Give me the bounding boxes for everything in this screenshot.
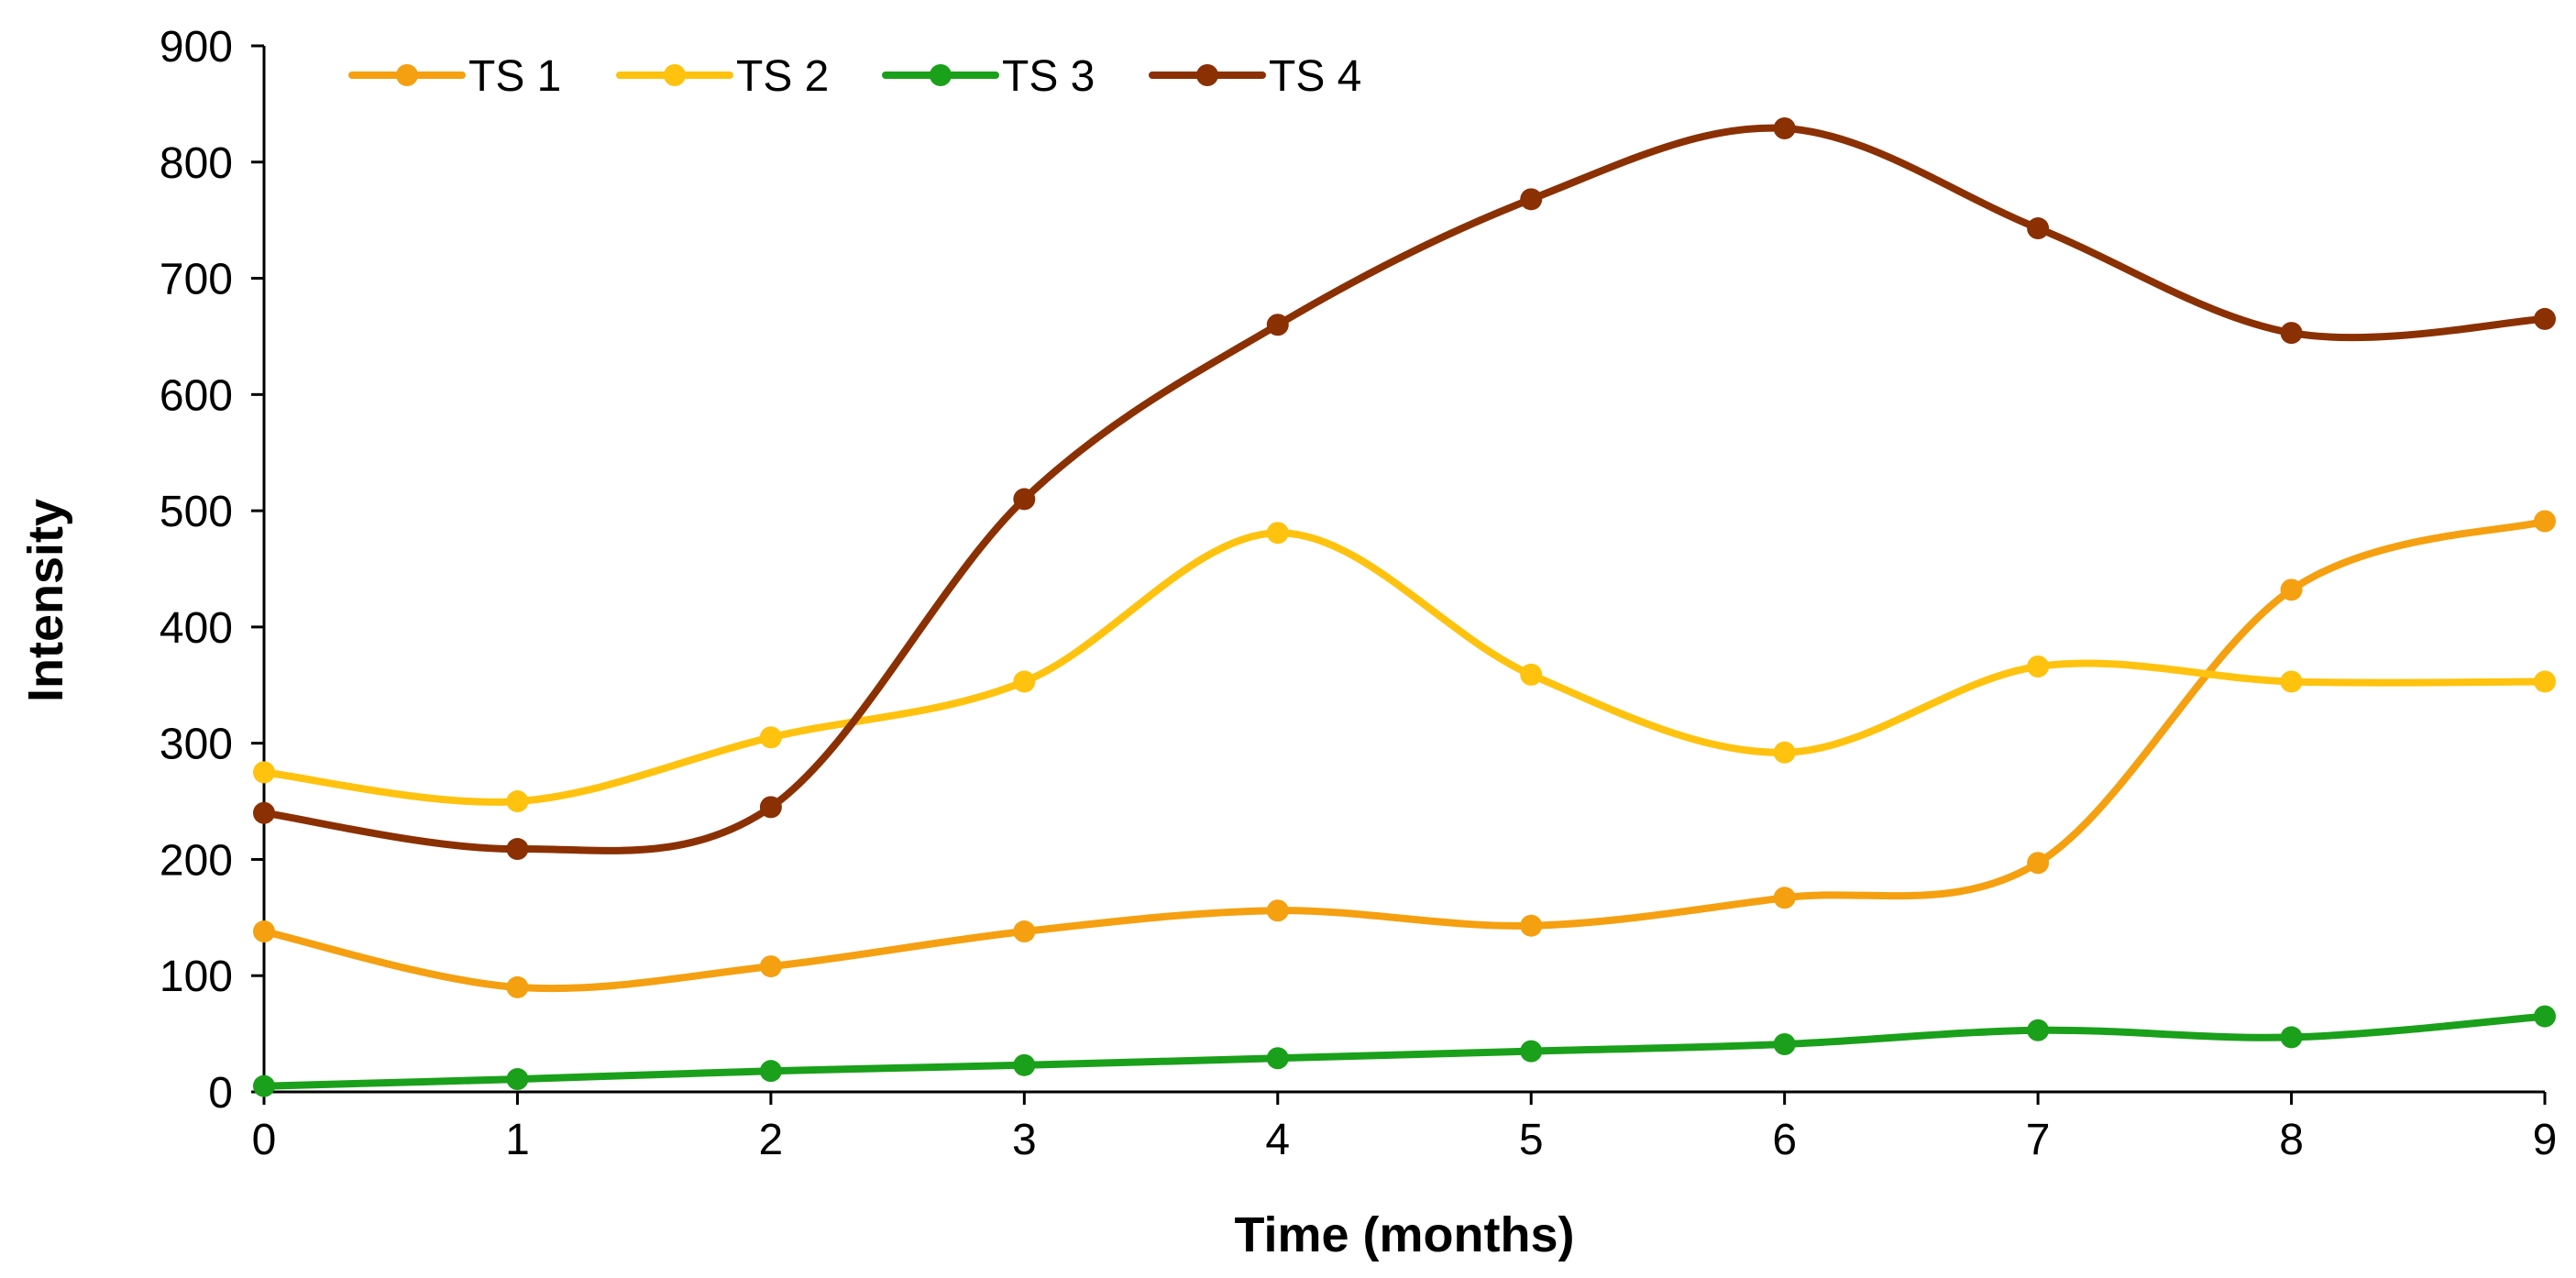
data-point-ts-4 <box>253 801 275 824</box>
data-point-ts-1 <box>1266 899 1289 922</box>
x-tick-label: 7 <box>2026 1116 2051 1164</box>
data-point-ts-3 <box>1520 1040 1543 1063</box>
y-tick-label: 100 <box>160 953 233 1001</box>
data-point-ts-2 <box>759 726 782 749</box>
x-tick-label: 5 <box>1519 1116 1544 1164</box>
data-point-ts-3 <box>506 1068 529 1091</box>
y-axis-title: Intensity <box>18 499 73 702</box>
data-point-ts-4 <box>2027 217 2050 240</box>
data-point-ts-2 <box>506 790 529 813</box>
x-axis-title: Time (months) <box>1234 1207 1574 1262</box>
data-point-ts-3 <box>2280 1026 2303 1049</box>
series-ts-4 <box>253 117 2556 861</box>
y-tick-label: 200 <box>160 836 233 885</box>
data-point-ts-2 <box>1773 741 1796 764</box>
legend-label: TS 2 <box>736 52 829 101</box>
data-point-ts-4 <box>1773 117 1796 140</box>
x-tick-label: 8 <box>2279 1116 2304 1164</box>
series-ts-1 <box>253 510 2556 998</box>
data-point-ts-1 <box>2280 578 2303 601</box>
y-tick-label: 900 <box>160 23 233 72</box>
data-point-ts-1 <box>2027 852 2050 875</box>
x-tick-label: 0 <box>252 1116 277 1164</box>
series-line-ts-3 <box>260 1012 2548 1090</box>
data-point-ts-3 <box>2027 1019 2050 1041</box>
legend: TS 1 TS 2 TS 3 TS 4 <box>348 52 1361 101</box>
x-tick-label: 3 <box>1012 1116 1037 1164</box>
legend-item-ts-2: TS 2 <box>616 52 829 101</box>
data-point-ts-3 <box>253 1074 275 1097</box>
data-point-ts-2 <box>2280 670 2303 693</box>
legend-swatch-marker <box>1196 64 1218 86</box>
data-point-ts-3 <box>1266 1047 1289 1070</box>
data-point-ts-4 <box>1520 188 1543 211</box>
data-point-ts-3 <box>759 1060 782 1083</box>
x-tick-label: 9 <box>2533 1116 2558 1164</box>
data-point-ts-4 <box>2280 322 2303 345</box>
y-tick-label: 600 <box>160 371 233 420</box>
x-tick-label: 2 <box>759 1116 784 1164</box>
y-tick-label: 300 <box>160 721 233 769</box>
data-point-ts-2 <box>1266 522 1289 545</box>
series-line-ts-2 <box>260 529 2548 806</box>
series-line-ts-1 <box>260 517 2548 993</box>
legend-label: TS 1 <box>468 52 561 101</box>
data-point-ts-1 <box>253 920 275 943</box>
data-point-ts-1 <box>1773 887 1796 909</box>
data-point-ts-2 <box>1520 663 1543 686</box>
data-point-ts-2 <box>2534 670 2556 693</box>
y-tick-label: 700 <box>160 256 233 304</box>
x-tick-label: 1 <box>505 1116 530 1164</box>
series-line-ts-4 <box>260 124 2548 854</box>
data-point-ts-2 <box>253 761 275 784</box>
axes <box>262 46 2545 1094</box>
series-ts-2 <box>253 522 2556 813</box>
data-point-ts-4 <box>759 796 782 819</box>
y-tick-label: 0 <box>208 1069 233 1118</box>
y-tick-label: 500 <box>160 488 233 536</box>
data-point-ts-3 <box>1773 1033 1796 1056</box>
data-point-ts-1 <box>506 975 529 998</box>
data-point-ts-2 <box>2027 655 2050 678</box>
x-tick-label: 6 <box>1772 1116 1797 1164</box>
legend-label: TS 4 <box>1269 52 1361 101</box>
legend-item-ts-4: TS 4 <box>1149 52 1361 101</box>
legend-item-ts-1: TS 1 <box>348 52 561 101</box>
data-point-ts-1 <box>759 955 782 978</box>
legend-swatch-marker <box>396 64 418 86</box>
data-point-ts-1 <box>1520 914 1543 937</box>
y-tick-label: 400 <box>160 604 233 653</box>
data-point-ts-3 <box>1013 1053 1036 1076</box>
x-tick-label: 4 <box>1265 1116 1290 1164</box>
data-point-ts-4 <box>1266 314 1289 336</box>
data-point-ts-3 <box>2534 1005 2556 1028</box>
series-ts-3 <box>253 1005 2556 1097</box>
y-tick-label: 800 <box>160 139 233 188</box>
data-point-ts-1 <box>1013 920 1036 943</box>
data-point-ts-4 <box>2534 307 2556 330</box>
legend-item-ts-3: TS 3 <box>882 52 1095 101</box>
data-point-ts-4 <box>506 838 529 861</box>
data-point-ts-4 <box>1013 488 1036 511</box>
data-point-ts-2 <box>1013 670 1036 693</box>
data-point-ts-1 <box>2534 510 2556 533</box>
legend-swatch-marker <box>664 64 686 86</box>
legend-swatch-marker <box>930 64 952 86</box>
legend-label: TS 3 <box>1002 52 1095 101</box>
series <box>253 117 2556 1097</box>
ticks: 0 100 200 300 400 500 600 700 800 900 0 1 2 3 4 5 6 7 8 9 <box>160 23 2557 1164</box>
